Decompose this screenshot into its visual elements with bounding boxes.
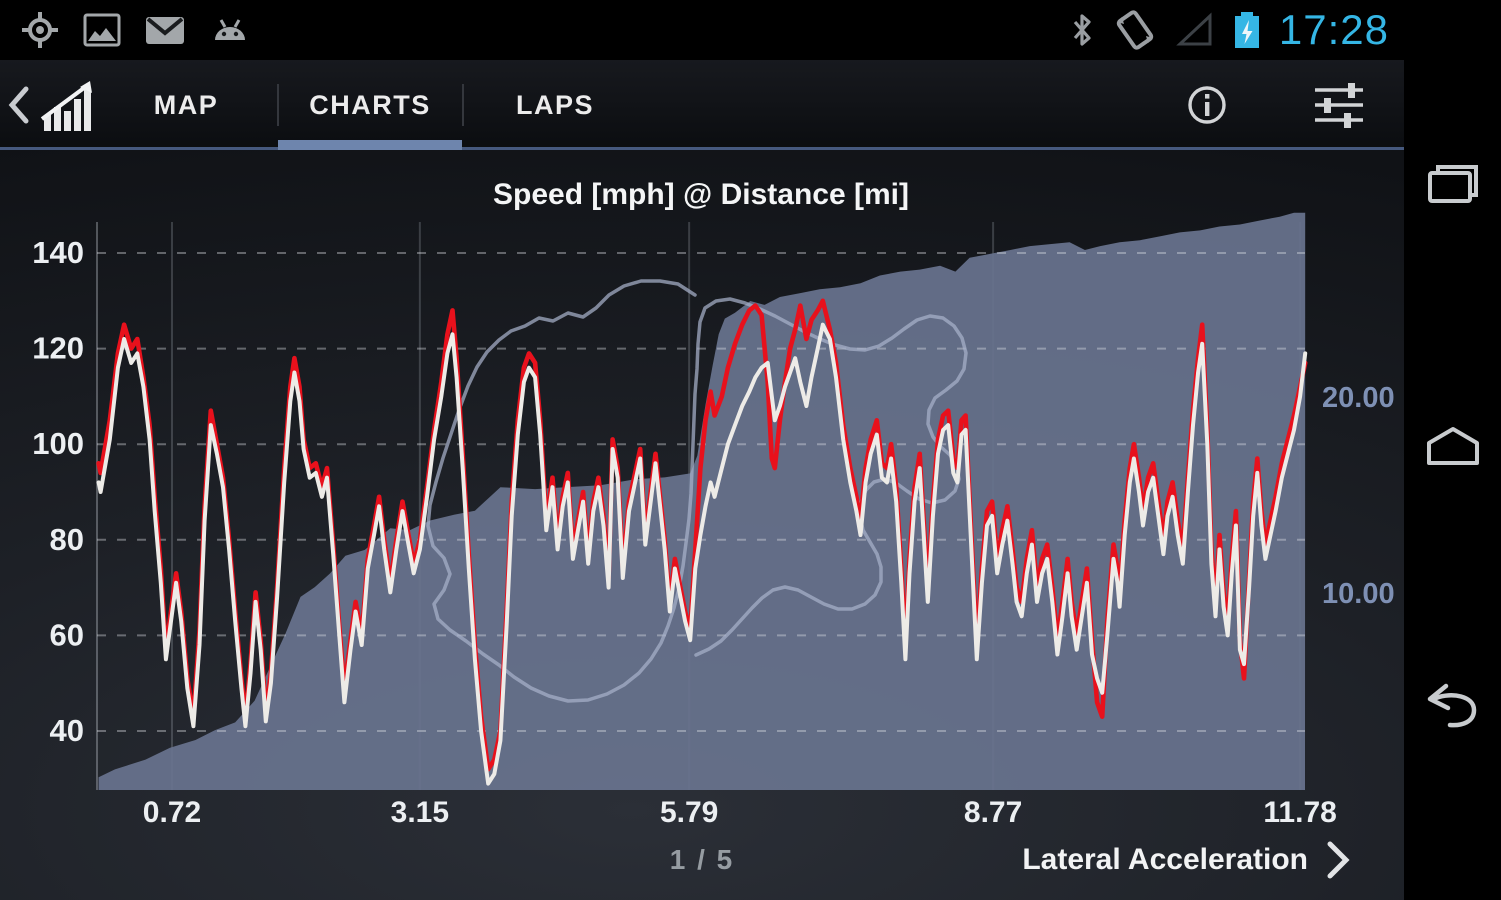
area-fill-series <box>98 212 1306 791</box>
clock: 17:28 <box>1278 6 1389 53</box>
back-button[interactable] <box>1404 660 1501 750</box>
navigation-bar <box>1404 0 1501 900</box>
system-status-icons: 17:28 <box>1069 0 1389 60</box>
left-axis-label: 80 <box>50 522 84 557</box>
status-bar: 17:28 <box>0 0 1501 60</box>
x-axis-label: 8.77 <box>964 796 1022 829</box>
right-axis-label: 20.00 <box>1322 382 1395 414</box>
info-button[interactable] <box>1178 76 1236 134</box>
chart-title: Speed [mph] @ Distance [mi] <box>493 178 909 211</box>
next-chart-button[interactable]: Lateral Acceleration <box>1022 840 1352 880</box>
notification-icons <box>20 10 252 50</box>
left-axis-label: 100 <box>32 426 84 461</box>
recent-apps-button[interactable] <box>1404 140 1501 230</box>
battery-charging-icon <box>1234 12 1259 48</box>
bluetooth-icon <box>1073 14 1091 46</box>
track-map-outline <box>426 279 968 703</box>
tab-divider <box>277 84 279 126</box>
location-icon <box>22 12 58 48</box>
speed-trace-white <box>96 322 1308 786</box>
screen-rotation-icon <box>1116 10 1154 50</box>
home-icon <box>1426 427 1479 465</box>
signal-icon <box>1176 12 1212 46</box>
x-axis-label: 0.72 <box>143 796 201 829</box>
speed-distance-chart[interactable]: Speed [mph] @ Distance [mi] 140 120 100 80 60… <box>0 150 1404 830</box>
left-axis-label: 40 <box>50 713 84 748</box>
email-icon <box>146 17 184 44</box>
left-axis-label: 120 <box>32 331 84 366</box>
back-chevron-icon <box>8 86 29 124</box>
gallery-icon <box>83 13 121 47</box>
action-bar: MAP CHARTS LAPS <box>0 60 1404 150</box>
settings-button[interactable] <box>1310 76 1368 134</box>
left-axis-label: 60 <box>50 617 84 652</box>
page-indicator: 1 / 5 <box>669 844 735 875</box>
x-axis-label: 5.79 <box>660 796 718 829</box>
recents-icon <box>1427 165 1478 203</box>
chart-page: Speed [mph] @ Distance [mi] 140 120 100 80 60… <box>0 150 1404 900</box>
chevron-right-icon <box>1327 841 1350 879</box>
tab-charts[interactable]: CHARTS <box>309 90 431 120</box>
tab-laps[interactable]: LAPS <box>515 90 594 120</box>
app-logo-chart-icon <box>40 81 92 131</box>
right-axis-label: 10.00 <box>1322 578 1395 610</box>
left-axis-label: 140 <box>32 235 84 270</box>
info-icon <box>1188 86 1226 124</box>
up-button[interactable] <box>6 72 94 138</box>
android-icon <box>215 19 245 40</box>
back-icon <box>1427 683 1476 728</box>
tab-map[interactable]: MAP <box>153 90 219 120</box>
tab-divider <box>462 84 464 126</box>
settings-sliders-icon <box>1315 83 1363 128</box>
active-tab-underline <box>278 140 462 150</box>
chart-footer: 1 / 5 Lateral Acceleration <box>0 830 1404 900</box>
next-chart-label: Lateral Acceleration <box>1022 843 1308 876</box>
x-axis-label: 3.15 <box>391 796 449 829</box>
actionbar-accent-line <box>0 147 1404 150</box>
x-axis-label: 11.78 <box>1263 796 1336 829</box>
home-button[interactable] <box>1404 400 1501 490</box>
